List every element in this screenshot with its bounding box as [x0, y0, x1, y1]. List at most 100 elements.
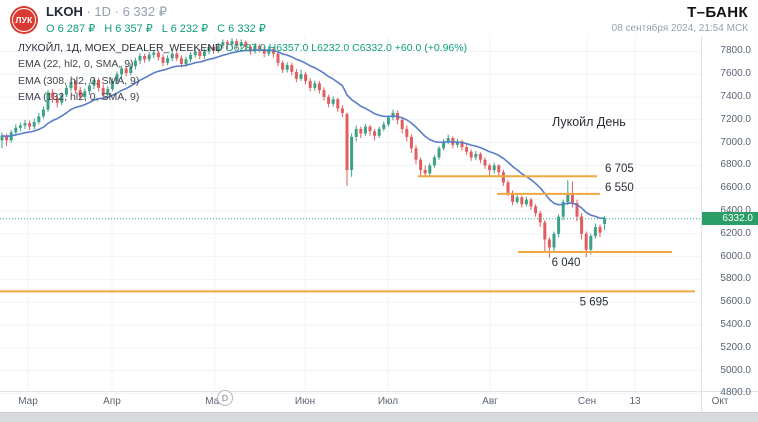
candle-body	[37, 116, 41, 123]
chart-area[interactable]: 6 705 6 550 6 040 5 695 ЛУКОЙЛ, 1Д, MOEX_DE…	[0, 36, 758, 412]
candle-body	[460, 141, 464, 148]
candle-body	[584, 233, 588, 250]
candle-body	[313, 83, 317, 88]
candle-body	[363, 126, 367, 134]
symbol-block: LKOH · 1D · 6 332 ₽ O 6 287 ₽ H 6 357 ₽ L …	[46, 4, 275, 35]
candle-body	[423, 169, 427, 174]
candle-body	[101, 87, 105, 95]
candle-body	[92, 79, 96, 86]
candle-body	[147, 54, 151, 60]
level-label: 6 705	[605, 163, 634, 175]
candle-body	[534, 206, 538, 214]
candle-body	[166, 58, 170, 63]
symbol-meta: · 1D · 6 332 ₽	[82, 4, 167, 19]
candle-body	[64, 87, 68, 95]
candle-body	[0, 135, 4, 141]
candle-body	[258, 45, 262, 50]
candle-body	[515, 197, 519, 202]
candle-body	[235, 41, 239, 46]
candle-body	[74, 82, 78, 91]
symbol-line: LKOH · 1D · 6 332 ₽	[46, 4, 275, 20]
candle-body	[115, 74, 119, 82]
candle-body	[87, 85, 91, 92]
candle-body	[97, 79, 101, 88]
candle-body	[428, 165, 432, 174]
candle-body	[161, 57, 165, 63]
candle-body	[5, 135, 9, 141]
candle-body	[120, 68, 124, 75]
bank-block: Т–БАНК 08 сентября 2024, 21:54 МСК	[612, 4, 748, 34]
candle-body	[267, 49, 271, 54]
candle-body	[465, 147, 469, 152]
candle-body	[483, 159, 487, 166]
current-price-badge: 6332.0	[702, 212, 758, 226]
candle-body	[124, 68, 128, 74]
candle-body	[216, 45, 220, 51]
candle-body	[23, 123, 27, 126]
candle-body	[106, 89, 110, 95]
candle-body	[322, 90, 326, 97]
candle-body	[170, 53, 174, 59]
candle-body	[511, 192, 515, 202]
candle-body	[377, 128, 381, 136]
candle-body	[437, 148, 441, 158]
candle-body	[212, 46, 216, 51]
candle-body	[175, 53, 179, 59]
candle-body	[207, 46, 211, 52]
candle-body	[442, 141, 446, 149]
candle-body	[225, 42, 229, 45]
lukoil-logo-icon: ЛУК	[10, 6, 38, 34]
candle-body	[143, 55, 147, 60]
candle-body	[129, 66, 133, 74]
candle-body	[409, 136, 413, 149]
candle-body	[202, 51, 206, 56]
candle-body	[455, 141, 459, 145]
candle-body	[529, 199, 533, 207]
candle-body	[133, 60, 137, 67]
candle-body	[557, 216, 561, 234]
candle-body	[368, 126, 372, 132]
candle-body	[598, 226, 602, 233]
candle-body	[354, 128, 358, 137]
high-value: H 6 357 ₽	[104, 23, 153, 35]
candle-body	[317, 83, 321, 91]
candle-body	[276, 53, 280, 63]
candle-body	[304, 74, 308, 82]
candle-body	[221, 42, 225, 46]
candle-body	[308, 81, 312, 88]
header-timestamp: 08 сентября 2024, 21:54 МСК	[611, 23, 748, 34]
candle-body	[419, 159, 423, 170]
candle-body	[152, 52, 156, 55]
candle-body	[570, 193, 574, 204]
candle-body	[14, 127, 18, 133]
candle-body	[474, 154, 478, 158]
candle-body	[281, 62, 285, 70]
dividend-marker[interactable]: D	[217, 390, 233, 406]
candle-body	[391, 112, 395, 118]
candle-body	[336, 99, 340, 109]
chart-header: ЛУК LKOH · 1D · 6 332 ₽ O 6 287 ₽ H 6 357…	[0, 0, 758, 36]
candle-body	[189, 54, 193, 60]
candle-body	[51, 92, 55, 99]
candle-body	[32, 122, 36, 127]
candle-body	[382, 124, 386, 129]
candle-body	[589, 236, 593, 250]
candle-body	[340, 108, 344, 113]
candle-body	[331, 99, 335, 104]
candle-body	[566, 193, 570, 202]
candle-body	[469, 151, 473, 158]
ema-line	[1, 49, 606, 219]
candle-body	[28, 123, 32, 127]
candle-body	[239, 42, 243, 46]
candle-body	[432, 157, 436, 166]
candle-body	[60, 94, 64, 103]
candle-body	[446, 138, 450, 142]
candle-body	[193, 51, 197, 55]
candle-body	[524, 199, 528, 205]
candle-body	[373, 131, 377, 136]
level-label: 5 695	[580, 296, 609, 308]
chart-canvas[interactable]: 6 705 6 550 6 040 5 695	[0, 36, 758, 412]
candle-body	[488, 165, 492, 170]
candle-body	[138, 55, 142, 61]
